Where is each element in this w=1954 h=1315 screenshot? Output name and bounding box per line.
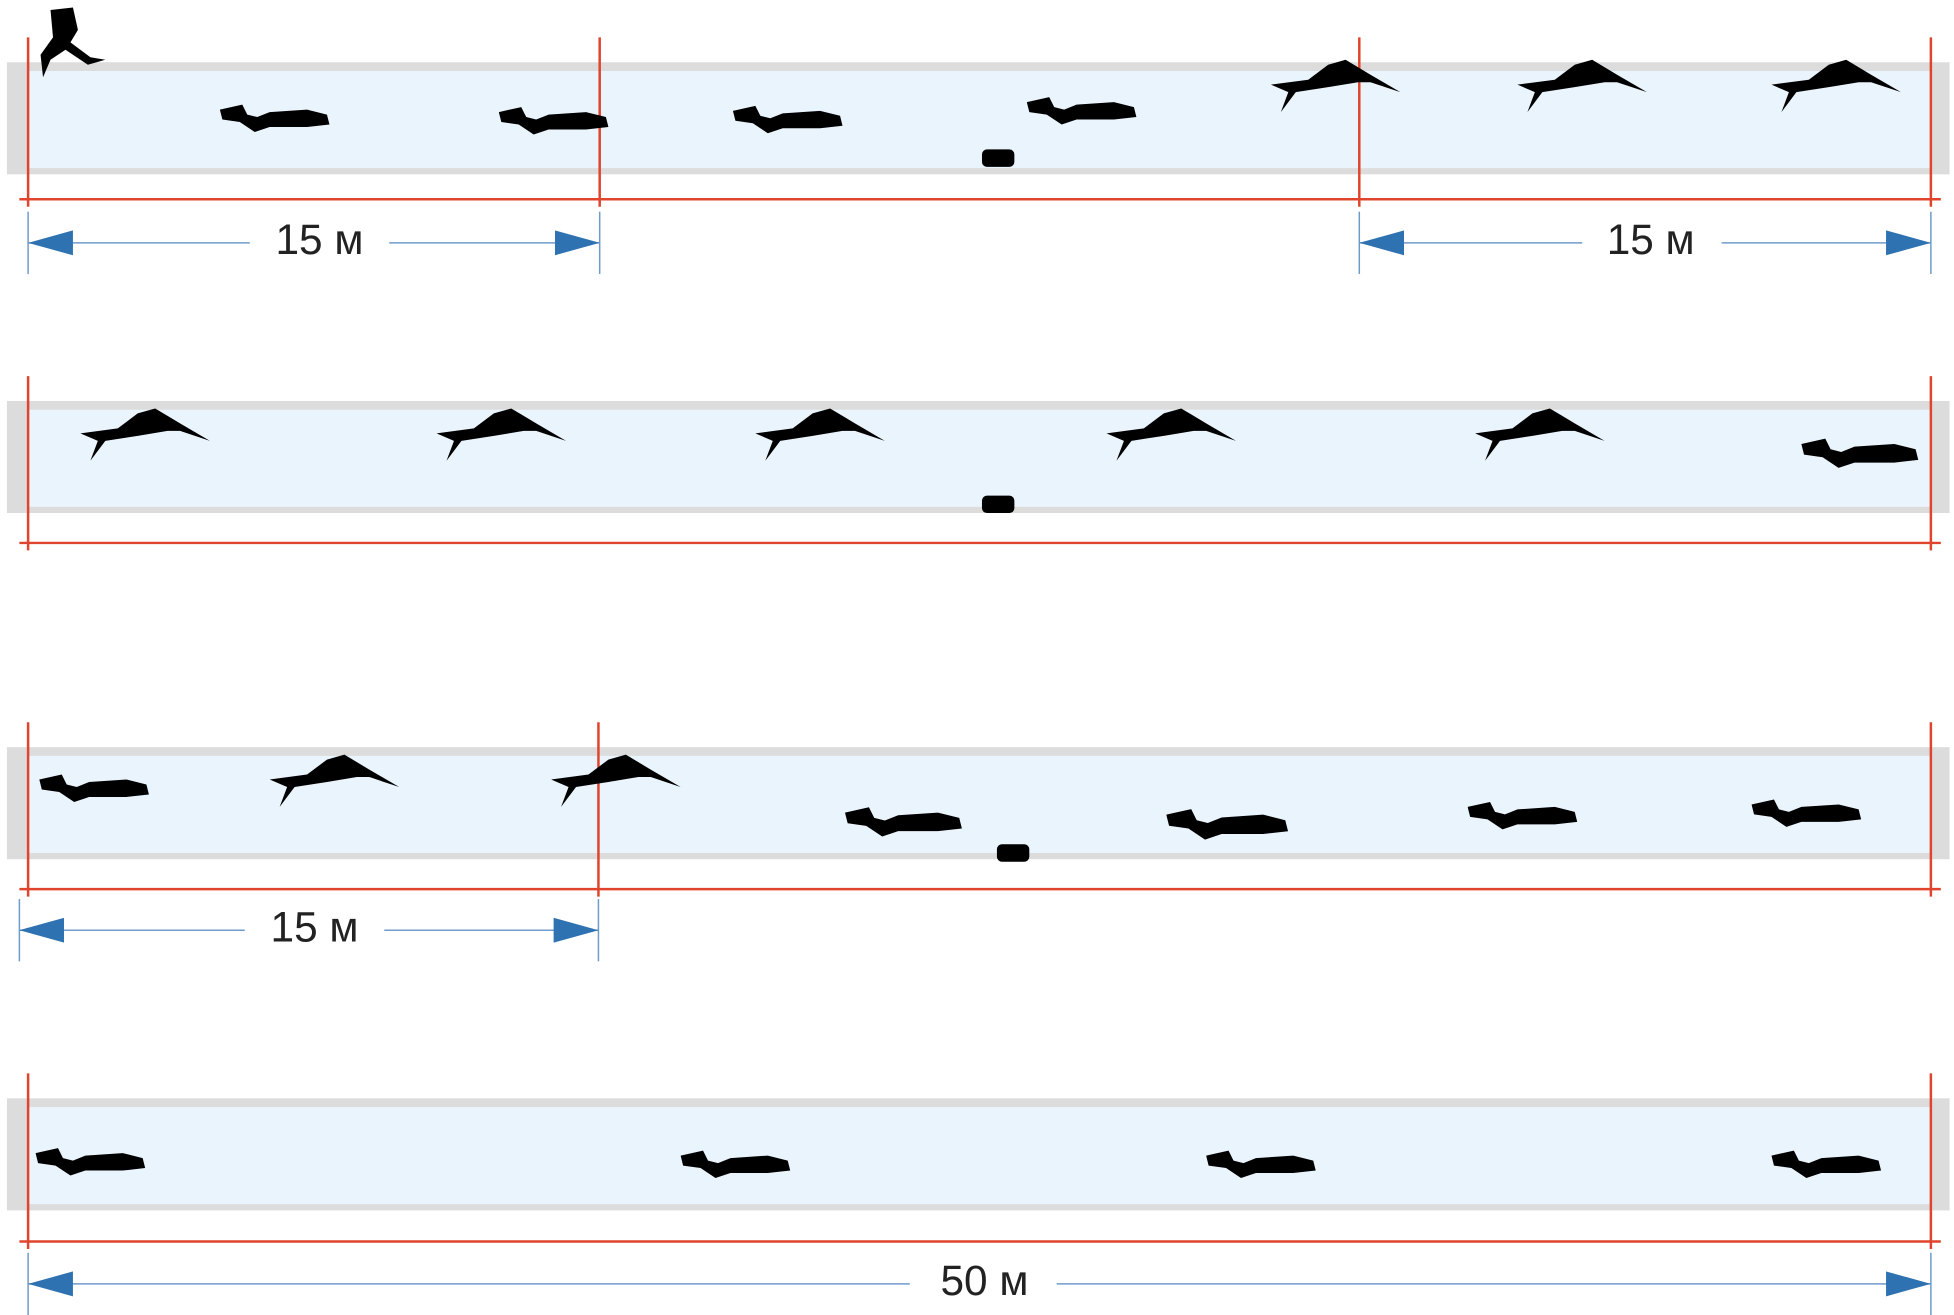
lanes [6,7,1950,1315]
dimension-label: 15 м [1607,216,1695,263]
water [28,70,1931,169]
dimension-label: 15 м [276,216,364,263]
water [28,1107,1931,1205]
dimension-label: 50 м [940,1257,1028,1304]
scuba-tank [996,844,1030,862]
scuba-tank [981,149,1015,167]
water [28,409,1931,507]
jumping-diver [40,7,106,78]
dimension-label: 15 м [271,903,359,950]
scuba-tank [981,495,1015,514]
